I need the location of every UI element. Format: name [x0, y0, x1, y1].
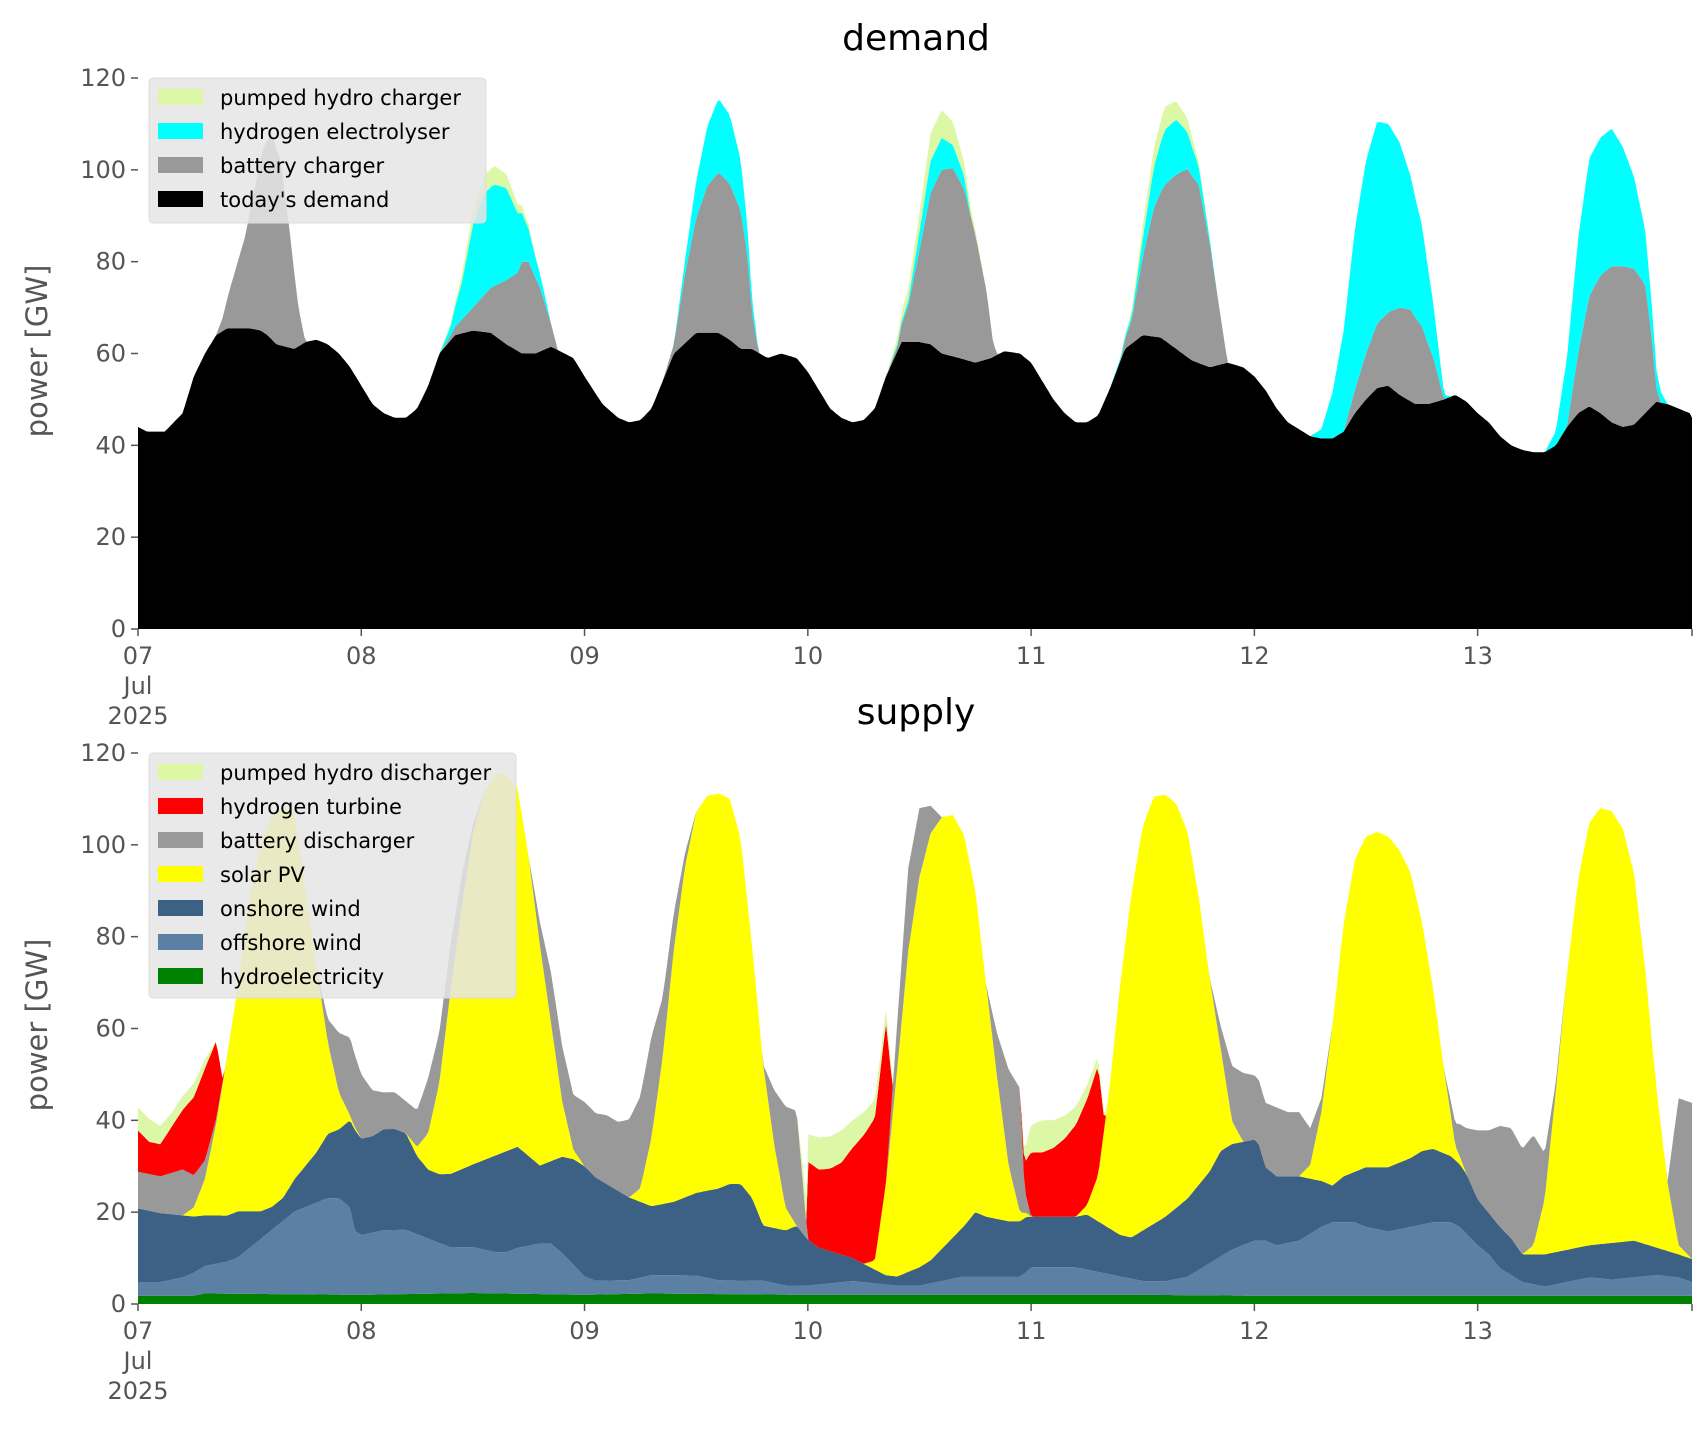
- supply-y-tick-label: 20: [95, 1198, 126, 1226]
- supply-x-tick-label: 12: [1239, 1317, 1270, 1345]
- supply-series-layer: [138, 774, 1692, 1304]
- supply-legend-box: [148, 752, 517, 999]
- supply-area-solar-pv: [138, 774, 1692, 1277]
- supply-legend: pumped hydro discharger hydrogen turbine…: [148, 752, 517, 999]
- demand-y-ticks: 0 20 40 60 80 100 120: [80, 64, 138, 643]
- demand-x-tick-label: 12: [1239, 642, 1270, 670]
- supply-x-tick-label: 08: [346, 1317, 377, 1345]
- supply-x-tick-sublabel: Jul: [122, 1347, 153, 1375]
- supply-area-battery-discharger: [138, 774, 1692, 1264]
- legend-swatch-hydrogen-turbine: [158, 798, 203, 814]
- legend-label-battery-discharger: battery discharger: [220, 829, 415, 853]
- supply-x-tick-label: 09: [569, 1317, 600, 1345]
- legend-swatch-hydroelectricity: [158, 968, 203, 984]
- legend-swatch-onshore-wind: [158, 900, 203, 916]
- supply-y-tick-label: 120: [80, 739, 126, 767]
- supply-area-hydroelectricity: [138, 1293, 1692, 1304]
- supply-x-tick-label: 07: [123, 1317, 154, 1345]
- demand-y-tick-label: 0: [111, 615, 126, 643]
- supply-y-tick-label: 0: [111, 1290, 126, 1318]
- legend-label-hydrogen-turbine: hydrogen turbine: [220, 795, 402, 819]
- supply-y-tick-label: 60: [95, 1015, 126, 1043]
- legend-label-pumped-hydro-charger: pumped hydro charger: [220, 86, 461, 110]
- demand-x-tick-sublabel: Jul: [122, 672, 153, 700]
- demand-x-tick-label: 10: [793, 642, 824, 670]
- demand-y-tick-label: 20: [95, 523, 126, 551]
- supply-y-tick-label: 40: [95, 1106, 126, 1134]
- demand-x-tick-label: 11: [1016, 642, 1047, 670]
- supply-x-tick-sublabel: 2025: [107, 1377, 168, 1405]
- legend-swatch-battery-charger: [158, 157, 203, 173]
- legend-swatch-pumped-hydro-discharger: [158, 764, 203, 780]
- legend-label-hydrogen-electrolyser: hydrogen electrolyser: [220, 120, 450, 144]
- supply-x-tick-label: 10: [793, 1317, 824, 1345]
- demand-y-tick-label: 100: [80, 156, 126, 184]
- demand-x-tick-label: 09: [569, 642, 600, 670]
- supply-chart-title: supply: [857, 692, 976, 733]
- legend-swatch-offshore-wind: [158, 934, 203, 950]
- demand-legend-box: [148, 77, 487, 224]
- demand-legend: pumped hydro charger hydrogen electrolys…: [148, 77, 487, 224]
- supply-area-offshore-wind: [138, 1198, 1692, 1296]
- demand-y-tick-label: 80: [95, 248, 126, 276]
- legend-label-offshore-wind: offshore wind: [220, 931, 362, 955]
- supply-x-tick-label: 13: [1462, 1317, 1493, 1345]
- demand-y-axis-label: power [GW]: [20, 265, 54, 438]
- legend-swatch-pumped-hydro-charger: [158, 89, 203, 105]
- legend-swatch-todays-demand: [158, 191, 203, 207]
- demand-x-tick-label: 08: [346, 642, 377, 670]
- demand-x-tick-sublabel: 2025: [107, 702, 168, 730]
- legend-label-solar-pv: solar PV: [220, 863, 305, 887]
- legend-label-onshore-wind: onshore wind: [220, 897, 361, 921]
- demand-y-tick-label: 40: [95, 431, 126, 459]
- demand-area-today-s-demand: [138, 328, 1692, 629]
- demand-x-tick-label: 07: [123, 642, 154, 670]
- supply-area-onshore-wind: [138, 1121, 1692, 1287]
- demand-chart-title: demand: [842, 18, 990, 59]
- demand-area-hydrogen-electrolyser: [138, 100, 1692, 453]
- supply-y-tick-label: 80: [95, 923, 126, 951]
- legend-swatch-solar-pv: [158, 866, 203, 882]
- demand-y-tick-label: 120: [80, 64, 126, 92]
- legend-label-battery-charger: battery charger: [220, 154, 385, 178]
- legend-label-pumped-hydro-discharger: pumped hydro discharger: [220, 761, 491, 785]
- demand-area-battery-charger: [138, 134, 1692, 453]
- legend-label-hydroelectricity: hydroelectricity: [220, 965, 384, 989]
- demand-chart-panel: demand power [GW] 0 20 40 60 80 100 120 07Jul2…: [20, 18, 1693, 730]
- demand-series-layer: [138, 100, 1692, 629]
- demand-x-tick-label: 13: [1462, 642, 1493, 670]
- legend-label-todays-demand: today's demand: [220, 188, 389, 212]
- supply-y-axis-label: power [GW]: [20, 939, 54, 1112]
- legend-swatch-hydrogen-electrolyser: [158, 123, 203, 139]
- supply-y-ticks: 0 20 40 60 80 100 120: [80, 739, 138, 1318]
- legend-swatch-battery-discharger: [158, 832, 203, 848]
- demand-y-tick-label: 60: [95, 340, 126, 368]
- supply-x-tick-label: 11: [1016, 1317, 1047, 1345]
- supply-y-tick-label: 100: [80, 831, 126, 859]
